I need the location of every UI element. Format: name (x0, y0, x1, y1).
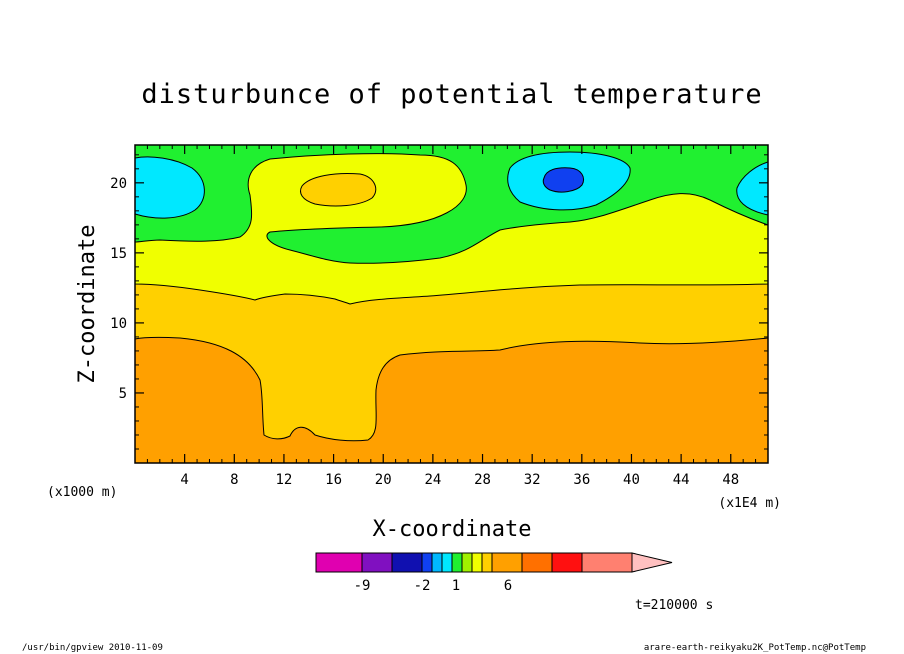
y-axis-label: Z-coordinate (75, 225, 100, 384)
region-cyan-right (736, 161, 769, 216)
y-tick-label: 20 (110, 176, 127, 192)
colorbar-segment (431, 552, 443, 573)
x-unit-right: (x1E4 m) (718, 496, 781, 511)
y-tick-label: 5 (119, 386, 127, 402)
region-blue (542, 167, 584, 193)
plot-frame (134, 144, 769, 464)
colorbar-triangle (631, 552, 673, 573)
colorbar-segment (551, 552, 583, 573)
y-tick-label: 10 (110, 316, 127, 332)
colorbar-segment (421, 552, 433, 573)
colorbar-tick-label: 1 (452, 578, 460, 594)
colorbar-segment (581, 552, 633, 573)
colorbar-tick-label: -9 (354, 578, 371, 594)
colorbar-segment (471, 552, 483, 573)
colorbar-segment (451, 552, 463, 573)
colorbar-tick-labels: -9 -2 1 6 (354, 578, 513, 594)
colorbar-tick-label: -2 (414, 578, 431, 594)
x-axis: 4 8 12 16 20 24 28 32 36 40 44 48 (146, 145, 757, 488)
x-tick-label: 12 (276, 472, 293, 488)
x-axis-label: X-coordinate (373, 517, 532, 542)
colorbar-segment (315, 552, 363, 573)
colorbar-segment (361, 552, 393, 573)
x-tick-label: 44 (673, 472, 690, 488)
time-label: t=210000 s (635, 598, 713, 613)
x-tick-label: 4 (180, 472, 188, 488)
footer-right: arare-earth-reikyaku2K_PotTemp.nc@PotTem… (644, 643, 866, 653)
region-gold-patch (300, 173, 377, 207)
colorbar-segment (491, 552, 523, 573)
x-tick-label: 20 (375, 472, 392, 488)
colorbar-segment (521, 552, 553, 573)
x-tick-label: 36 (573, 472, 590, 488)
footer-left: /usr/bin/gpview 2010-11-09 (22, 643, 163, 653)
x-tick-label: 24 (424, 472, 441, 488)
x-tick-label: 8 (230, 472, 238, 488)
colorbar-segment (441, 552, 453, 573)
chart-title: disturbunce of potential temperature (141, 79, 762, 110)
colorbar-segment (481, 552, 493, 573)
x-tick-label: 48 (722, 472, 739, 488)
region-cyan-left (134, 156, 205, 219)
x-unit-left: (x1000 m) (47, 485, 117, 500)
colorbar (315, 552, 673, 573)
plot-area (134, 144, 769, 464)
x-tick-label: 28 (474, 472, 491, 488)
colorbar-segment (391, 552, 423, 573)
colorbar-segment (461, 552, 473, 573)
y-tick-label: 15 (110, 246, 127, 262)
colorbar-tick-label: 6 (504, 578, 512, 594)
y-axis: 5 10 15 20 (110, 154, 768, 450)
x-tick-label: 40 (623, 472, 640, 488)
x-tick-label: 16 (325, 472, 342, 488)
x-tick-label: 32 (524, 472, 541, 488)
